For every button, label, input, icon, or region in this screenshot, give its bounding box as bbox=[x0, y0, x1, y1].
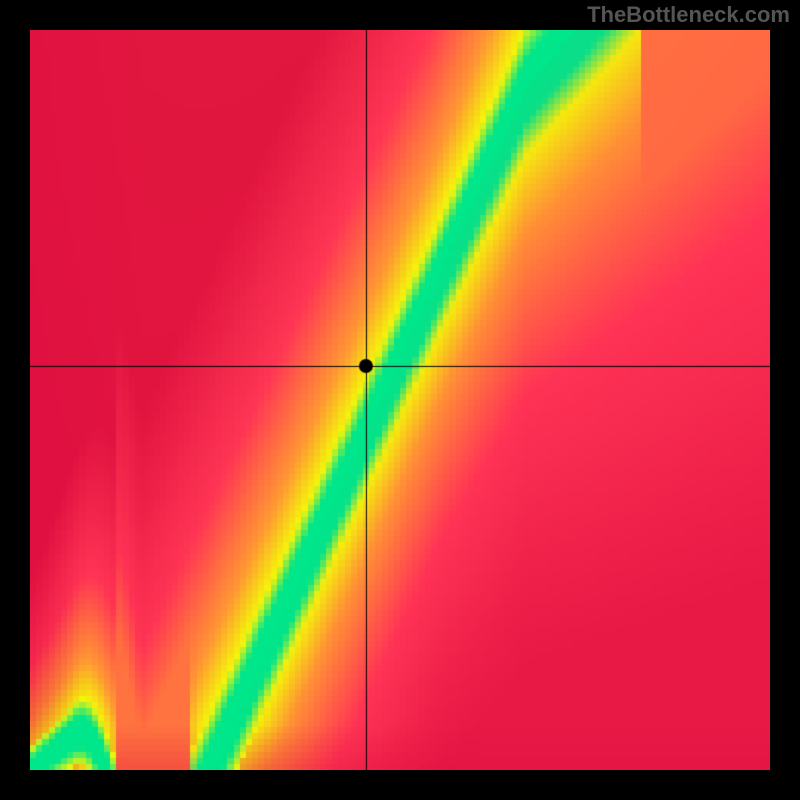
chart-container: TheBottleneck.com bbox=[0, 0, 800, 800]
heatmap-canvas bbox=[30, 30, 770, 770]
plot-area bbox=[30, 30, 770, 770]
watermark-text: TheBottleneck.com bbox=[587, 2, 790, 28]
